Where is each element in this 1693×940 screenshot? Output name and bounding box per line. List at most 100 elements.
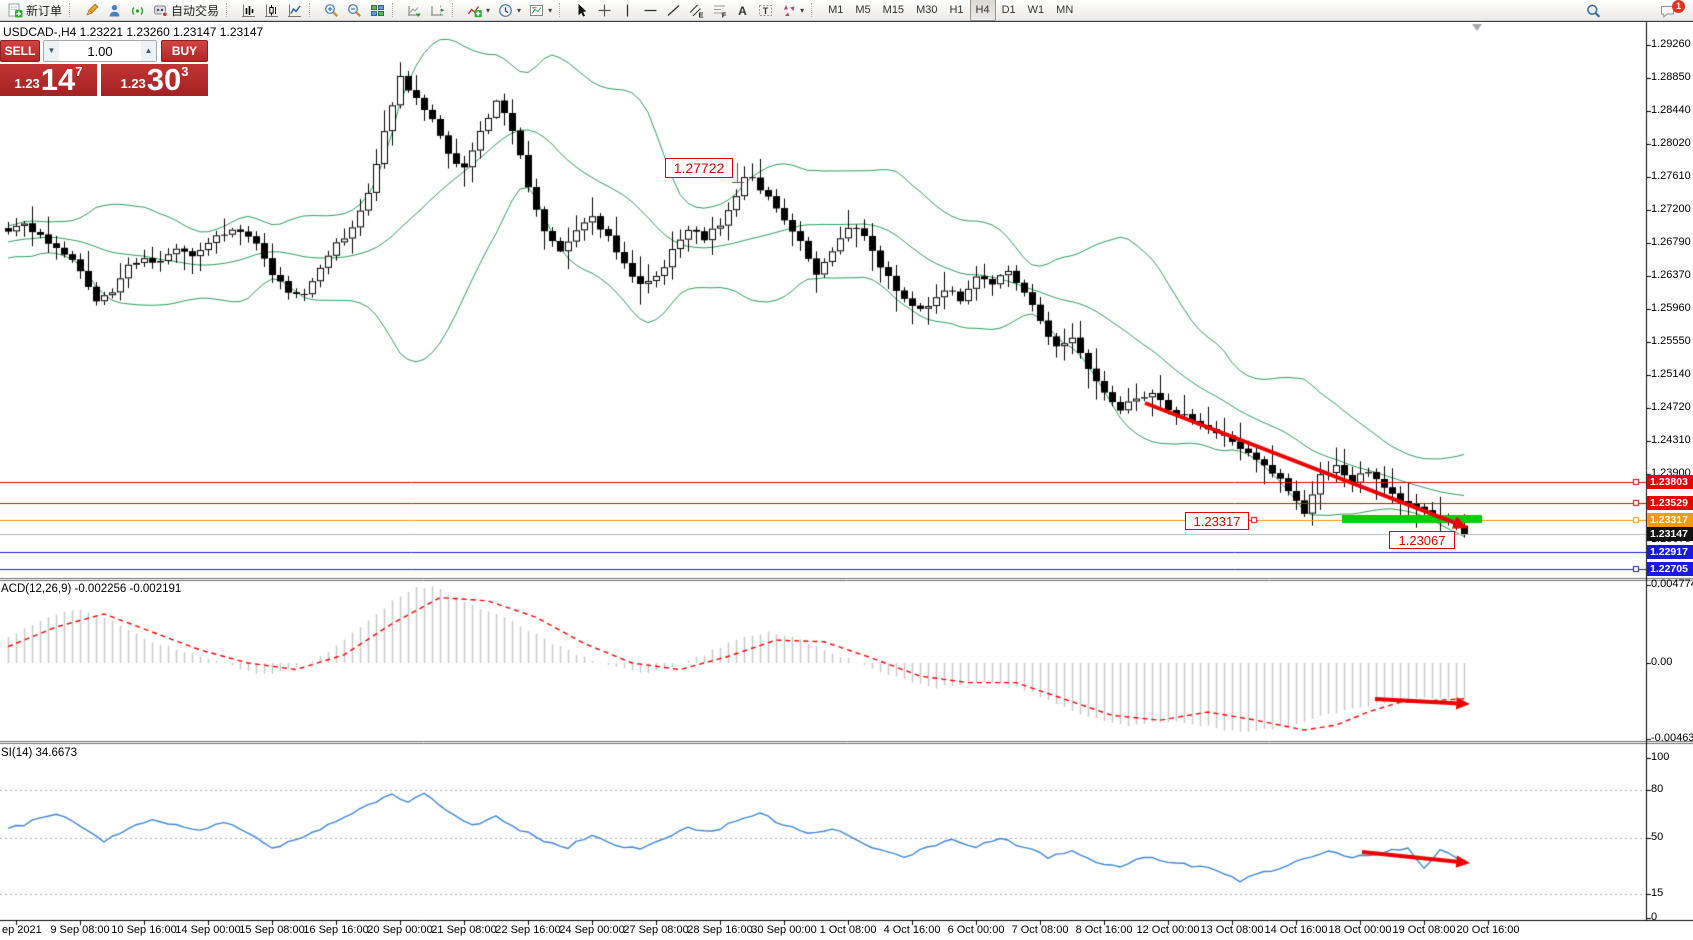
sell-price-panel[interactable]: 1.23 14 7 xyxy=(0,64,97,96)
buy-price-big: 30 xyxy=(146,62,182,97)
notification-badge: 1 xyxy=(1672,0,1685,13)
indicators-list-button[interactable]: ▾ xyxy=(463,0,494,20)
buy-button[interactable]: BUY xyxy=(161,40,208,62)
metaeditor-button[interactable] xyxy=(80,0,103,20)
date-label: 20 Sep 00:00 xyxy=(367,924,433,936)
toolbar-group-separator xyxy=(811,3,818,17)
price-tick-label: 1.27200 xyxy=(1651,202,1691,215)
chart-ohlc-title: USDCAD-,H4 1.23221 1.23260 1.23147 1.231… xyxy=(3,25,264,39)
buy-price-panel[interactable]: 1.23 30 3 xyxy=(101,64,208,96)
date-label: 21 Sep 08:00 xyxy=(431,924,497,936)
macd-tick-label: 0.004774 xyxy=(1651,577,1693,590)
macd-indicator-label: ACD(12,26,9) -0.002256 -0.002191 xyxy=(1,583,182,595)
rsi-tick-label: 100 xyxy=(1651,750,1670,763)
cursor-tool-button[interactable] xyxy=(570,0,593,20)
chevron-down-icon: ▾ xyxy=(486,5,491,15)
auto-scroll-button[interactable] xyxy=(403,0,426,20)
rsi-tick-label: 80 xyxy=(1651,782,1664,795)
date-axis[interactable]: ep 2021 9 Sep 08:00 10 Sep 16:00 14 Sep 00:… xyxy=(0,922,1693,940)
main-toolbar: 新订单 自动交易 ▾ ▾ ▾ E F A T ▾ M1 M5 M15 M30 H1 H4 D1 W1 MN 1 xyxy=(0,0,1693,21)
price-tick-label: 1.25960 xyxy=(1651,302,1691,314)
price-tick-label: 1.24720 xyxy=(1651,401,1691,414)
fibonacci-tool-button[interactable]: F xyxy=(708,0,731,20)
date-label: 18 Oct 00:00 xyxy=(1328,924,1392,936)
level-price-badge: 1.22917 xyxy=(1647,545,1693,559)
svg-text:T: T xyxy=(763,6,769,16)
new-order-label: 新订单 xyxy=(26,3,63,18)
template-list-button[interactable]: ▾ xyxy=(525,0,556,20)
macd-tick-label: -0.004637 xyxy=(1651,731,1693,744)
sell-price-big: 14 xyxy=(40,62,76,97)
timeframe-h4-button[interactable]: H4 xyxy=(969,0,996,21)
date-label: 28 Sep 16:00 xyxy=(687,924,753,936)
tile-windows-button[interactable] xyxy=(366,0,389,20)
timeframe-w1-button[interactable]: W1 xyxy=(1027,4,1045,16)
sell-price-sup: 7 xyxy=(75,64,83,79)
new-order-button[interactable]: 新订单 xyxy=(4,0,66,20)
timeframe-m15-button[interactable]: M15 xyxy=(882,4,905,16)
current-price-badge: 1.23147 xyxy=(1647,527,1693,541)
svg-text:F: F xyxy=(722,10,727,18)
signals-button[interactable] xyxy=(126,0,149,20)
toolbar-group-separator xyxy=(392,3,399,17)
notifications-icon[interactable]: 1 xyxy=(1656,0,1685,21)
zoom-out-button[interactable] xyxy=(343,0,366,20)
price-tick-label: 1.25140 xyxy=(1651,367,1691,380)
level-price-badge: 1.23803 xyxy=(1647,475,1693,489)
price-axis[interactable]: 1.29260 1.28850 1.28440 1.28020 1.27610 1.272… xyxy=(1647,0,1693,940)
line-chart-mode-button[interactable] xyxy=(283,0,306,20)
date-label: 16 Sep 16:00 xyxy=(303,924,369,936)
auto-trading-button[interactable]: 自动交易 xyxy=(149,0,223,20)
price-tick-label: 1.28850 xyxy=(1651,70,1691,83)
date-label: 4 Oct 16:00 xyxy=(883,924,941,936)
bar-chart-mode-button[interactable] xyxy=(237,0,260,20)
volume-increase-icon[interactable]: ▲ xyxy=(141,41,156,61)
vertical-line-tool-button[interactable] xyxy=(616,0,639,20)
buy-price-sup: 3 xyxy=(181,64,189,79)
timeframe-m5-button[interactable]: M5 xyxy=(855,4,871,16)
date-label: 15 Sep 08:00 xyxy=(239,924,305,936)
rsi-tick-label: 50 xyxy=(1651,830,1664,843)
candle-chart-mode-button[interactable] xyxy=(260,0,283,20)
buy-price-prefix: 1.23 xyxy=(120,76,146,91)
timeframe-m30-button[interactable]: M30 xyxy=(916,4,938,16)
date-label: 20 Oct 16:00 xyxy=(1456,924,1520,936)
search-icon[interactable] xyxy=(1582,1,1605,21)
date-label: 30 Sep 00:00 xyxy=(751,924,817,936)
mql5-community-button[interactable] xyxy=(103,0,126,20)
volume-decrease-icon[interactable]: ▼ xyxy=(44,41,59,61)
date-label: 13 Oct 08:00 xyxy=(1200,924,1264,936)
channel-tool-button[interactable]: E xyxy=(685,0,708,20)
date-label: 9 Sep 08:00 xyxy=(50,924,110,936)
price-tick-label: 1.26370 xyxy=(1651,269,1691,282)
price-tick-label: 1.25550 xyxy=(1651,334,1691,347)
trendline-tool-button[interactable] xyxy=(662,0,685,20)
crosshair-tool-button[interactable] xyxy=(593,0,616,20)
period-list-button[interactable]: ▾ xyxy=(494,0,525,20)
chevron-down-icon: ▾ xyxy=(548,5,553,15)
timeframe-h1-button[interactable]: H1 xyxy=(949,4,964,16)
chart-shift-button[interactable] xyxy=(426,0,449,20)
timeframe-mn-button[interactable]: MN xyxy=(1056,4,1074,16)
date-label: ep 2021 xyxy=(2,924,42,936)
text-tool-button[interactable]: A xyxy=(731,0,754,20)
arrows-tool-button[interactable]: ▾ xyxy=(777,0,808,20)
timeframe-d1-button[interactable]: D1 xyxy=(1001,4,1016,16)
toolbar-group-separator xyxy=(452,3,459,17)
label-tool-button[interactable]: T xyxy=(754,0,777,20)
timeframe-m1-button[interactable]: M1 xyxy=(828,4,844,16)
sell-price-prefix: 1.23 xyxy=(14,76,40,91)
volume-value[interactable]: 1.00 xyxy=(87,43,113,59)
svg-text:A: A xyxy=(738,4,747,18)
rsi-indicator-label: SI(14) 34.6673 xyxy=(1,747,78,759)
zoom-in-button[interactable] xyxy=(320,0,343,20)
date-label: 22 Sep 16:00 xyxy=(495,924,561,936)
price-tick-label: 1.28020 xyxy=(1651,137,1691,150)
horizontal-line-tool-button[interactable] xyxy=(639,0,662,20)
date-label: 14 Sep 00:00 xyxy=(175,924,241,936)
volume-stepper[interactable]: ▼ 1.00 ▲ xyxy=(43,40,157,62)
sell-button[interactable]: SELL xyxy=(0,40,40,62)
auto-trading-label: 自动交易 xyxy=(171,3,220,18)
price-tick-label: 1.24310 xyxy=(1651,434,1691,446)
